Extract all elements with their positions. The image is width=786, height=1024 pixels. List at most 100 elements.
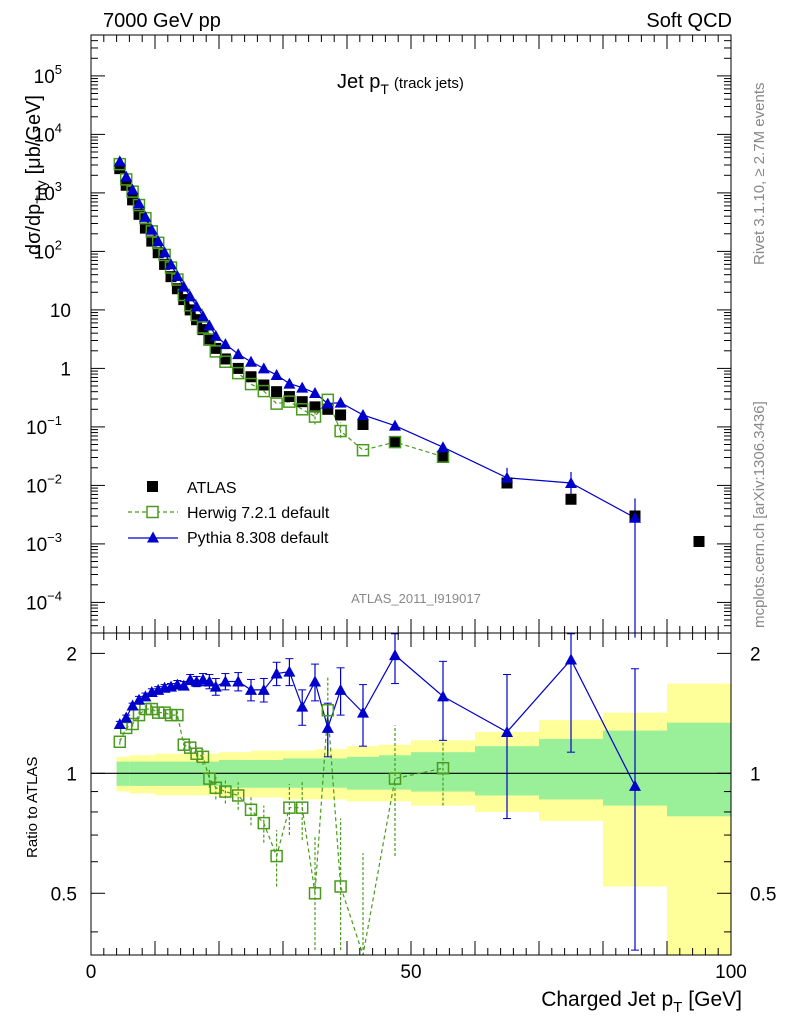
ratio-pythia-point [257, 683, 270, 695]
x-axis-label: Charged Jet pT [GeV] [541, 988, 742, 1016]
x-tick-label: 0 [86, 962, 97, 983]
rivet-label: Rivet 3.1.10, ≥ 2.7M events [751, 83, 768, 266]
pythia-point [437, 441, 449, 453]
ratio-herwig-point [257, 816, 271, 830]
herwig-point [257, 384, 271, 398]
atlas-point [127, 194, 139, 206]
pythia-point [283, 377, 296, 389]
ratio-pythia-point [184, 673, 197, 685]
ratio-herwig-point [436, 761, 450, 775]
pythia-point [296, 381, 309, 393]
ratio-pythia-point [357, 706, 369, 718]
pythia-point [120, 170, 133, 182]
pythia-point [389, 419, 401, 431]
atlas-point [357, 418, 369, 430]
pythia-point [321, 397, 334, 409]
ratio-pythia-point [565, 653, 577, 665]
herwig-series-line [119, 163, 444, 458]
legend-label-atlas: ATLAS [187, 480, 237, 497]
ratio-pythia-point [209, 680, 222, 692]
legend-label-pythia: Pythia 8.308 default [187, 530, 329, 547]
pythia-point [334, 396, 347, 408]
atlas-point [309, 401, 321, 413]
ratio-pythia-point [321, 721, 334, 733]
atlas-point [159, 258, 171, 270]
atlas-point [232, 362, 244, 374]
main-y-tick-label: 10−4 [26, 588, 62, 614]
ratio-herwig-point [164, 708, 178, 722]
x-tick-label: 100 [715, 962, 747, 983]
ratio-herwig-point [231, 789, 245, 802]
atlas-point [197, 324, 209, 336]
atlas-point [335, 409, 347, 421]
ratio-pythia-point [203, 675, 216, 687]
pythia-point [257, 362, 270, 374]
atlas-point [171, 283, 183, 295]
pythia-point [197, 310, 209, 322]
ratio-y-axis-label: Ratio to ATLAS [24, 757, 41, 858]
mcplots-label: mcplots.cern.ch [arXiv:1306.3436] [751, 401, 768, 628]
ratio-herwig-point [244, 803, 258, 817]
main-y-tick-label: 10−1 [26, 413, 62, 439]
ratio-herwig-point [334, 880, 347, 893]
ratio-pythia-point [232, 675, 245, 687]
pythia-point [357, 408, 369, 420]
pythia-point [145, 223, 158, 235]
main-y-tick-label: 10−3 [26, 530, 62, 556]
pythia-point [309, 386, 321, 398]
ratio-herwig-line [119, 708, 444, 956]
pythia-point [177, 280, 190, 292]
pythia-point [270, 369, 283, 381]
ratio-herwig-point [321, 703, 335, 717]
herwig-point [219, 355, 232, 368]
ratio-y-tick-label-right: 2 [750, 644, 761, 665]
main-y-tick-label: 104 [34, 120, 62, 146]
ratio-y-tick-label-right: 1 [750, 764, 761, 785]
atlas-point [178, 294, 190, 306]
ratio-y-tick-label: 1 [66, 764, 77, 785]
legend: ATLAS Herwig 7.2.1 default Pythia 8.308 … [128, 480, 330, 547]
main-y-tick-label: 10−2 [26, 471, 62, 497]
main-panel-data [113, 155, 705, 638]
legend-marker-atlas [147, 481, 158, 492]
ratio-panel-ticks: 0.5 0.5 1 1 2 2 0 50 100 [51, 633, 776, 983]
herwig-point [244, 377, 258, 391]
atlas-point [146, 235, 158, 247]
pythia-point [113, 155, 126, 167]
atlas-point [219, 353, 231, 365]
atlas-point [389, 436, 401, 448]
header-left: 7000 GeV pp [103, 10, 221, 32]
ratio-herwig-point [270, 849, 283, 863]
atlas-point [139, 222, 151, 234]
ratio-pythia-point [389, 649, 401, 661]
ratio-herwig-point [151, 706, 165, 719]
ratio-panel-data [113, 633, 641, 956]
legend-label-herwig: Herwig 7.2.1 default [187, 505, 330, 522]
ratio-pythia-point [120, 711, 133, 723]
main-y-tick-label: 102 [34, 237, 62, 263]
ratio-pythia-point [177, 679, 190, 691]
pythia-point [203, 319, 216, 331]
ratio-pythia-point [334, 683, 347, 695]
ratio-y-tick-label: 0.5 [51, 884, 77, 905]
herwig-point [283, 395, 296, 408]
ratio-herwig-point [126, 717, 139, 731]
pythia-point [184, 290, 197, 302]
pythia-point [565, 476, 577, 488]
ratio-pythia-point [126, 699, 139, 711]
ratio-pythia-point [309, 675, 321, 687]
atlas-point [437, 451, 449, 463]
ratio-herwig-point [177, 738, 191, 751]
x-tick-label: 50 [400, 962, 421, 983]
main-y-axis-label: dσ/dpTdy[μb/GeV] [23, 95, 49, 255]
pythia-point [232, 348, 245, 360]
pythia-point [165, 258, 177, 270]
atlas-point [133, 208, 145, 220]
pythia-point [171, 269, 184, 281]
ratio-inner-band [667, 722, 731, 817]
legend-marker-herwig [146, 505, 159, 519]
herwig-point [388, 435, 402, 449]
pythia-series-line [119, 161, 636, 519]
atlas-point [322, 403, 334, 415]
pythia-point [245, 355, 257, 367]
